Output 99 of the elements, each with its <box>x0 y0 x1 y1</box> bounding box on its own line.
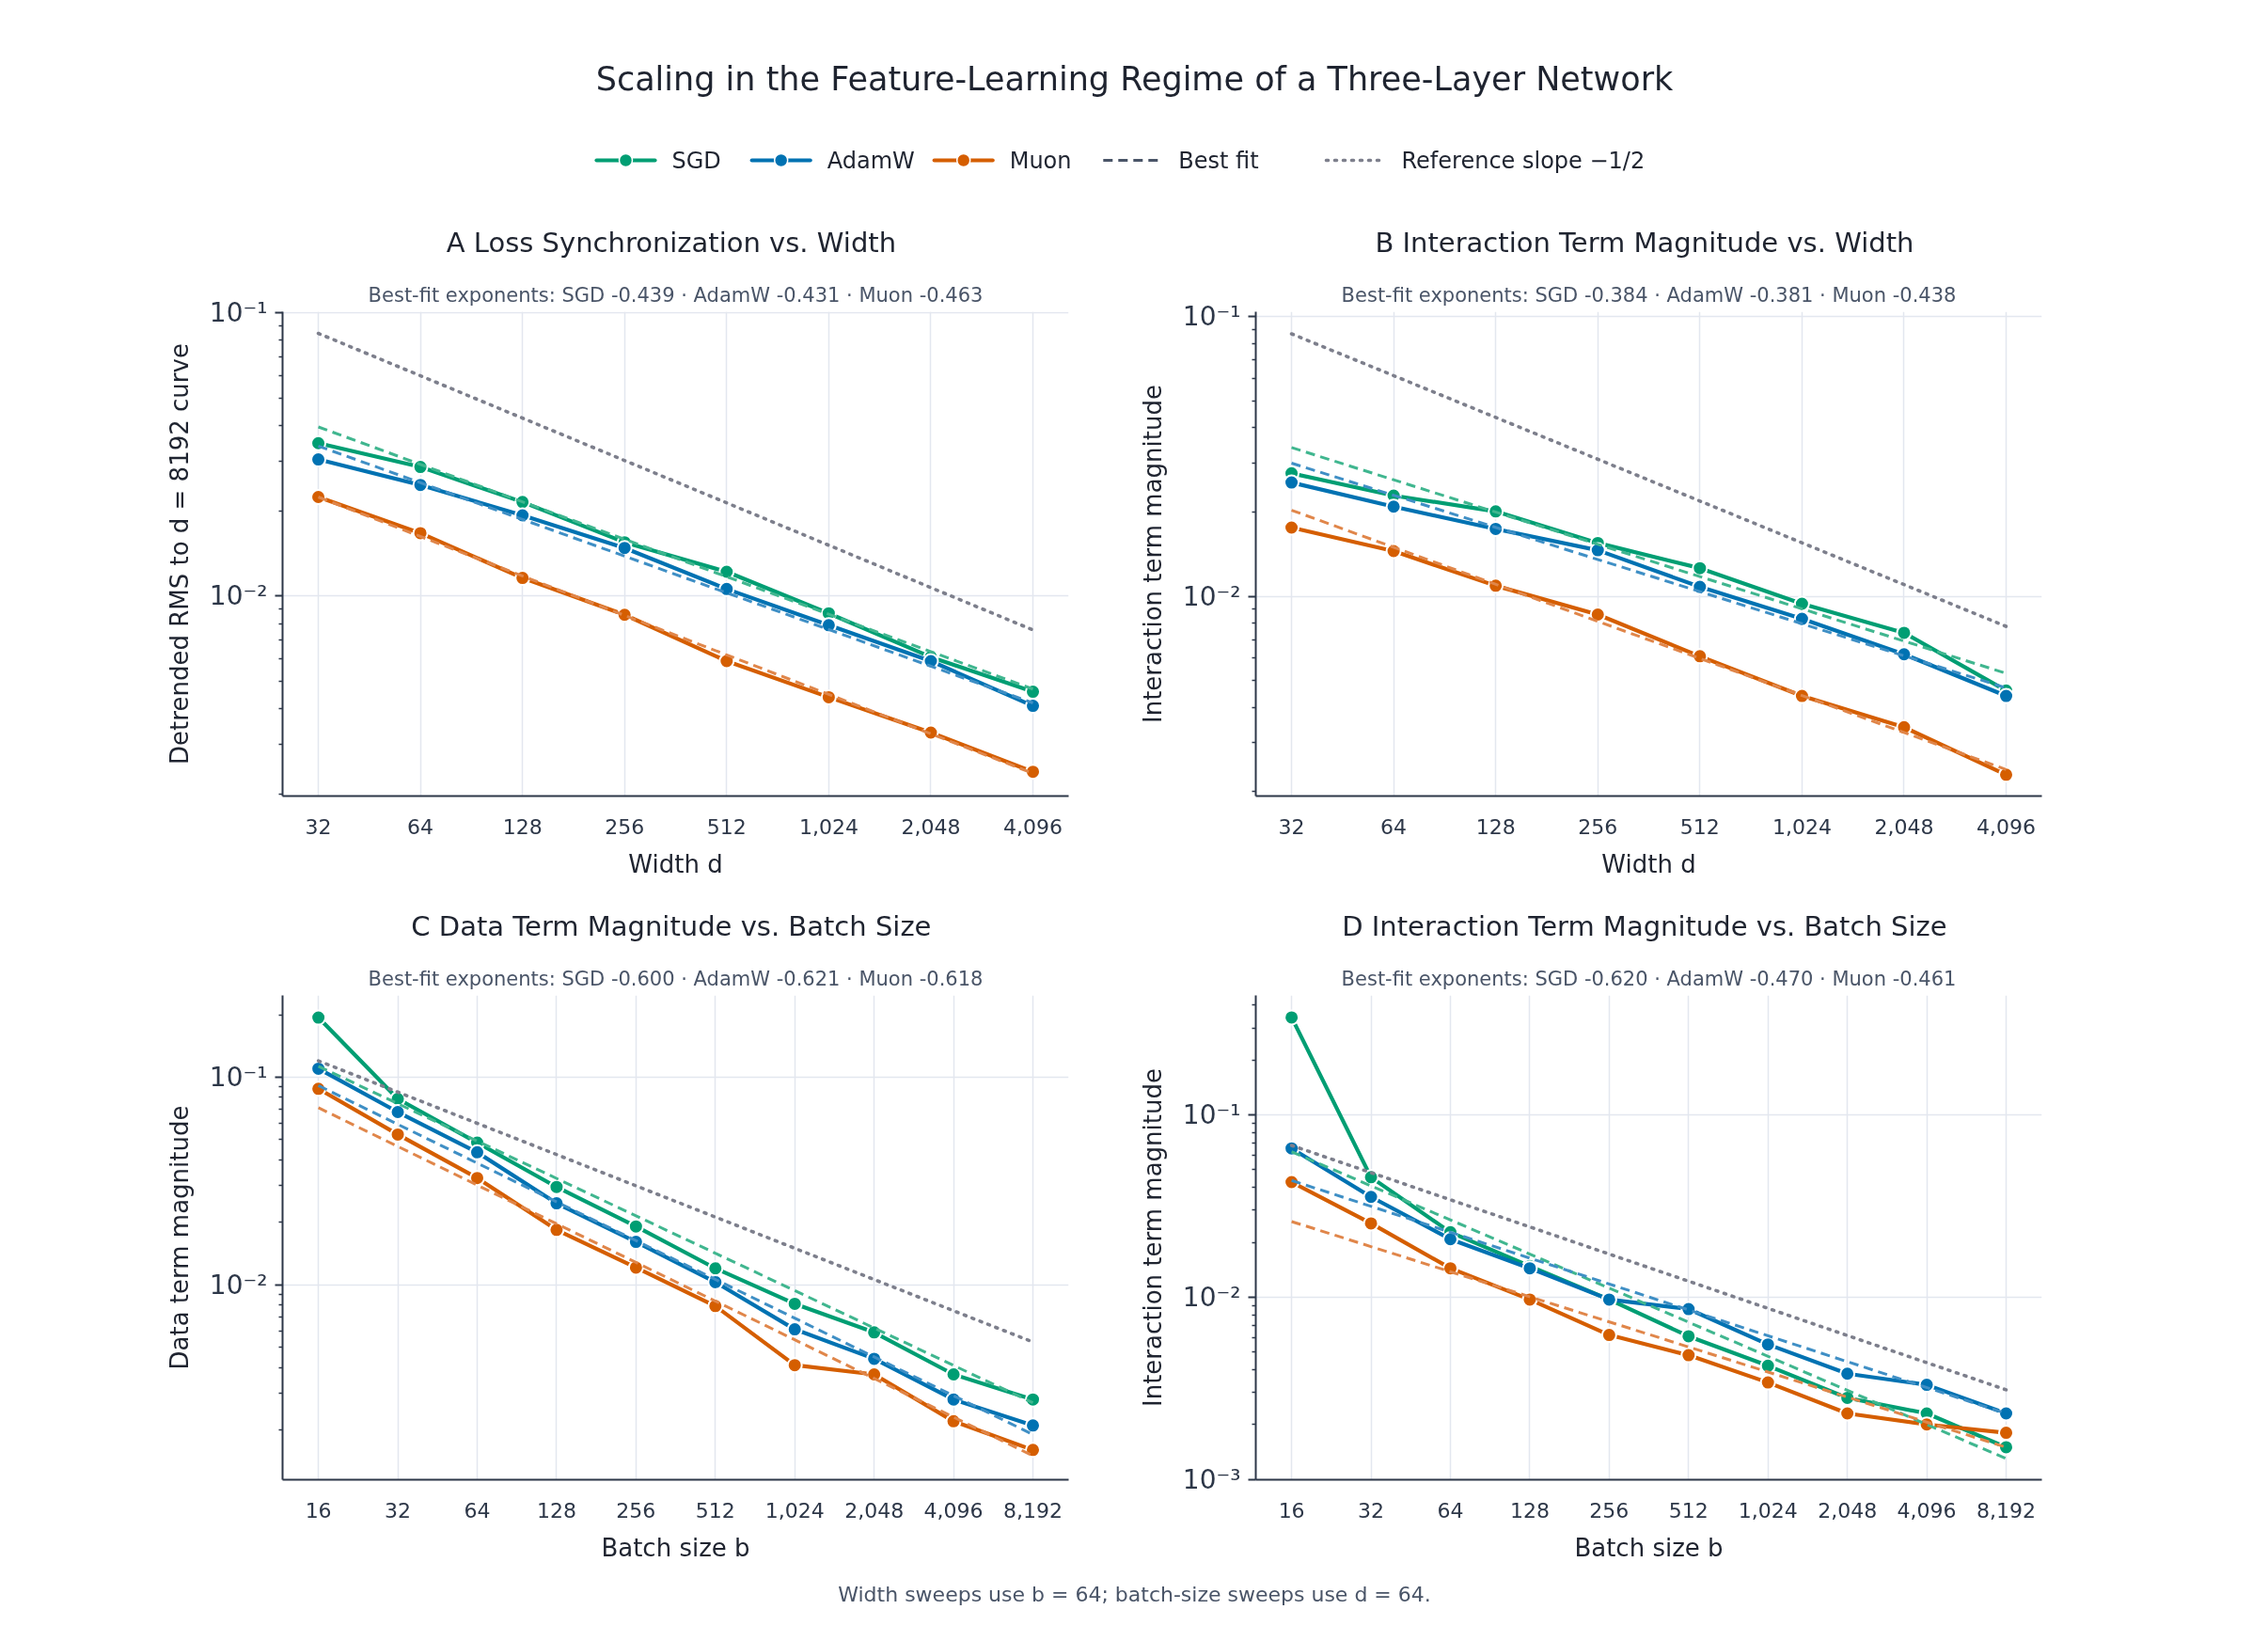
point <box>1362 1189 1379 1206</box>
y-tick-label: 10⁻² <box>209 580 268 612</box>
point <box>389 1126 406 1143</box>
x-tick-label: 1,024 <box>1772 814 1832 839</box>
x-tick-label: 256 <box>605 814 645 839</box>
point <box>1589 607 1606 623</box>
x-tick-label: 256 <box>616 1498 656 1523</box>
y-tick-label: 10⁻² <box>1182 580 1241 612</box>
x-axis-title: Width d <box>1601 849 1696 878</box>
point <box>786 1321 803 1338</box>
y-tick-label: 10⁻³ <box>1182 1463 1241 1495</box>
point <box>1896 624 1913 641</box>
x-tick-label: 8,192 <box>1977 1498 2037 1523</box>
point <box>1759 1374 1776 1391</box>
point <box>1284 474 1300 491</box>
chart-subtitle: Best-fit exponents: SGD -0.600 · AdamW -0.621 · Muon -0.618 <box>368 967 984 990</box>
legend-label: SGD <box>671 147 721 174</box>
point <box>616 540 633 557</box>
chart-subtitle: Best-fit exponents: SGD -0.384 · AdamW -0.381 · Muon -0.438 <box>1341 283 1957 307</box>
x-tick-label: 128 <box>1475 814 1516 839</box>
point <box>389 1104 406 1120</box>
point <box>1284 519 1300 536</box>
point <box>1839 1405 1856 1422</box>
text: Scaling in the Feature-Learning Regime of a Three-Layer Network <box>595 59 1675 98</box>
point <box>310 451 327 468</box>
x-axis-title: Width d <box>628 849 723 878</box>
text: Width sweeps use b = 64; batch-size sweeps use d = 64. <box>838 1583 1431 1606</box>
x-tick-label: 256 <box>1578 814 1618 839</box>
point <box>468 1170 485 1187</box>
x-tick-label: 64 <box>407 814 434 839</box>
x-tick-label: 4,096 <box>1977 814 2037 839</box>
x-tick-label: 64 <box>1380 814 1408 839</box>
y-tick-label: 10⁻² <box>1182 1281 1241 1313</box>
x-tick-label: 512 <box>1679 814 1720 839</box>
point <box>1362 1215 1379 1232</box>
x-tick-label: 64 <box>464 1498 491 1523</box>
legend-label: Best fit <box>1178 147 1259 174</box>
chart-title: D Interaction Term Magnitude vs. Batch Size <box>1342 909 1947 942</box>
x-tick-label: 128 <box>1509 1498 1550 1523</box>
y-axis-title: Interaction term magnitude <box>1138 385 1167 723</box>
chart-subtitle: Best-fit exponents: SGD -0.620 · AdamW -0.470 · Muon -0.461 <box>1341 967 1957 990</box>
chart-title: C Data Term Magnitude vs. Batch Size <box>411 909 932 942</box>
x-tick-label: 4,096 <box>923 1498 984 1523</box>
x-tick-label: 32 <box>1278 814 1305 839</box>
x-tick-label: 8,192 <box>1003 1498 1063 1523</box>
point <box>548 1222 565 1239</box>
y-axis-title: Detrended RMS to d = 8192 curve <box>165 343 194 765</box>
point <box>1600 1327 1617 1344</box>
x-tick-label: 4,096 <box>1003 814 1063 839</box>
point <box>786 1357 803 1374</box>
point <box>627 1218 644 1235</box>
x-axis-title: Batch size b <box>601 1533 750 1562</box>
point <box>945 1366 962 1382</box>
point <box>1385 498 1402 515</box>
point <box>1284 1009 1300 1026</box>
y-tick-label: 10⁻¹ <box>1182 301 1241 333</box>
legend-label: Muon <box>1009 147 1072 174</box>
x-tick-label: 2,048 <box>901 814 961 839</box>
point <box>1680 1328 1697 1345</box>
point <box>1759 1357 1776 1374</box>
x-axis-title: Batch size b <box>1574 1533 1724 1562</box>
chart-title: A Loss Synchronization vs. Width <box>446 226 897 259</box>
x-tick-label: 128 <box>502 814 543 839</box>
point <box>548 1178 565 1195</box>
x-tick-label: 512 <box>1668 1498 1709 1523</box>
legend-label: AdamW <box>827 147 915 174</box>
chart-subtitle: Best-fit exponents: SGD -0.439 · AdamW -0.431 · Muon -0.463 <box>368 283 984 307</box>
y-tick-label: 10⁻¹ <box>1182 1099 1241 1131</box>
y-axis-title: Interaction term magnitude <box>1138 1068 1167 1407</box>
y-tick-label: 10⁻² <box>209 1269 268 1301</box>
x-tick-label: 16 <box>305 1498 332 1523</box>
x-tick-label: 256 <box>1589 1498 1630 1523</box>
x-tick-label: 2,048 <box>1874 814 1934 839</box>
y-axis-title: Data term magnitude <box>165 1105 194 1370</box>
x-tick-label: 64 <box>1437 1498 1464 1523</box>
y-tick-label: 10⁻¹ <box>209 1062 268 1094</box>
x-tick-label: 32 <box>385 1498 412 1523</box>
point <box>310 1009 327 1026</box>
x-tick-label: 512 <box>695 1498 735 1523</box>
x-tick-label: 2,048 <box>844 1498 905 1523</box>
legend-label: Reference slope −1/2 <box>1401 147 1646 174</box>
x-tick-label: 1,024 <box>798 814 858 839</box>
point <box>1759 1336 1776 1353</box>
y-tick-label: 10⁻¹ <box>209 297 268 329</box>
x-tick-label: 512 <box>706 814 747 839</box>
point <box>786 1295 803 1312</box>
x-tick-label: 4,096 <box>1897 1498 1957 1523</box>
chart-title: B Interaction Term Magnitude vs. Width <box>1375 226 1914 259</box>
x-tick-label: 32 <box>305 814 332 839</box>
x-tick-label: 128 <box>536 1498 576 1523</box>
x-tick-label: 2,048 <box>1818 1498 1878 1523</box>
x-tick-label: 1,024 <box>764 1498 825 1523</box>
point <box>1839 1365 1856 1382</box>
x-tick-label: 32 <box>1358 1498 1385 1523</box>
x-tick-label: 16 <box>1278 1498 1305 1523</box>
x-tick-label: 1,024 <box>1738 1498 1798 1523</box>
point <box>1692 560 1709 576</box>
point <box>468 1144 485 1160</box>
point <box>1680 1347 1697 1364</box>
